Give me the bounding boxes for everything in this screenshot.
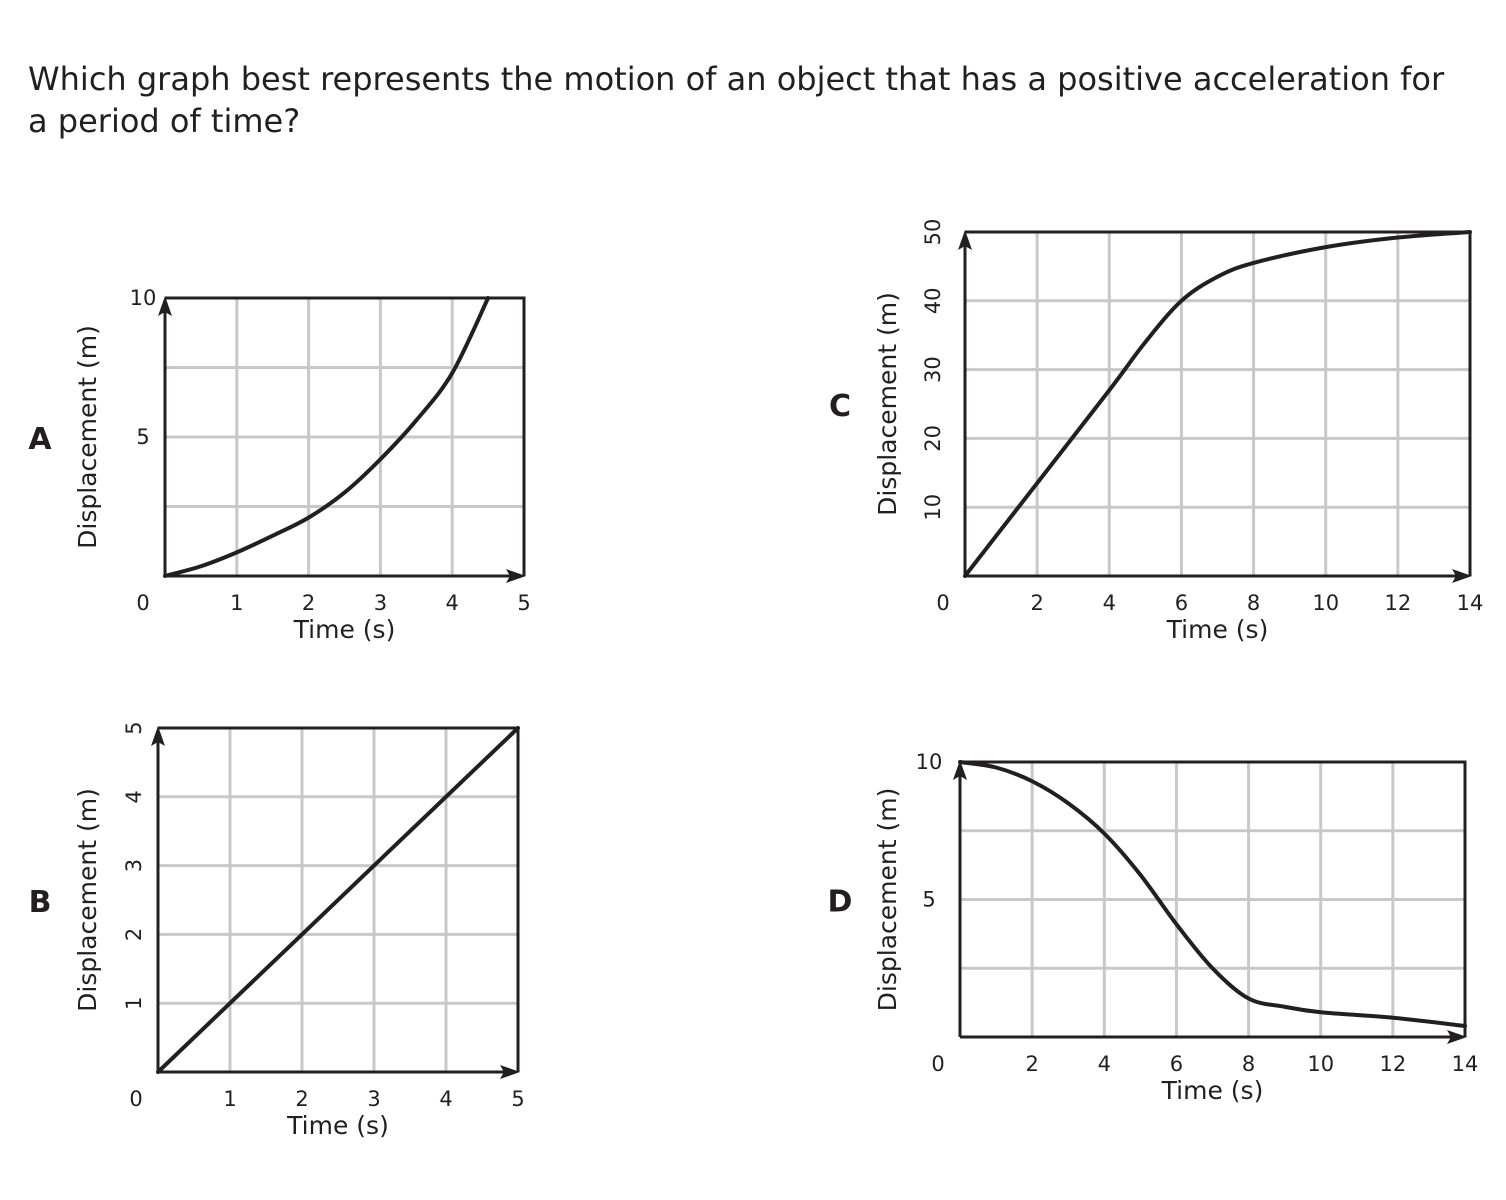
option-letter-d: D [828,885,853,920]
plot-frame [965,230,1472,576]
x-tick-label: 0 [136,591,149,615]
y-tick-label: 10 [921,494,945,521]
graph-c: 0 2 4 6 8 10 12 14 50 40 30 20 10 Time (s) Displacemen… [829,219,1483,644]
x-axis-arrow-icon [506,569,526,583]
y-tick-label: 2 [122,928,146,941]
y-axis-arrow-icon [151,726,165,746]
x-tick-label: 8 [1242,1052,1255,1076]
x-tick-label: 12 [1379,1052,1406,1076]
x-axis-label: Time (s) [1166,615,1269,644]
x-tick-label: 4 [1098,1052,1111,1076]
graph-a: 0 1 2 3 4 5 10 5 Time (s) Displacement (m) A [28,286,530,644]
x-tick-label: 2 [295,1087,308,1111]
y-tick-label: 40 [921,287,945,314]
x-tick-label: 10 [1307,1052,1334,1076]
x-tick-label: 8 [1247,591,1260,615]
plot-frame [165,296,526,576]
x-tick-label: 1 [223,1087,236,1111]
x-tick-label: 4 [439,1087,452,1111]
graph-b: 0 1 2 3 4 5 5 4 3 2 1 Time (s) Displacement (m) B [29,721,525,1140]
option-letter-b: B [29,885,52,920]
x-tick-label: 6 [1170,1052,1183,1076]
x-axis-label: Time (s) [286,1111,389,1140]
graph-d: 0 2 4 6 8 10 12 14 10 5 Time (s) Displacement (m) D [828,750,1479,1105]
x-tick-label: 14 [1457,591,1484,615]
x-tick-label: 4 [446,591,459,615]
plot-frame [960,760,1467,1037]
x-tick-label: 0 [129,1087,142,1111]
x-tick-label: 6 [1175,591,1188,615]
y-axis-arrow-icon [158,296,172,316]
y-axis-label: Displacement (m) [73,325,102,549]
x-axis-arrow-icon [500,1065,520,1079]
y-axis-label: Displacement (m) [873,292,902,516]
x-tick-label: 14 [1452,1052,1479,1076]
y-axis-label: Displacement (m) [73,788,102,1012]
y-tick-label: 10 [916,750,943,774]
x-tick-label: 1 [230,591,243,615]
y-tick-label: 5 [922,888,935,912]
x-tick-label: 5 [517,591,530,615]
y-tick-label: 10 [130,286,157,310]
question-text: Which graph best represents the motion o… [28,60,1445,140]
x-tick-label: 0 [936,591,949,615]
x-axis-label: Time (s) [293,615,396,644]
series-line-d [958,760,1467,1028]
option-letter-a: A [28,422,52,457]
x-tick-label: 12 [1384,591,1411,615]
y-tick-label: 1 [122,997,146,1010]
x-tick-label: 2 [302,591,315,615]
y-tick-label: 5 [136,425,149,449]
y-axis-arrow-icon [953,760,967,780]
y-tick-label: 3 [122,859,146,872]
y-tick-label: 50 [921,219,945,246]
x-tick-label: 2 [1025,1052,1038,1076]
x-tick-label: 5 [511,1087,524,1111]
y-axis-label: Displacement (m) [873,788,902,1012]
x-tick-label: 0 [931,1052,944,1076]
y-tick-label: 4 [122,790,146,803]
option-letter-c: C [829,389,851,424]
x-axis-arrow-icon [1452,569,1472,583]
y-tick-label: 5 [122,721,146,734]
x-axis-label: Time (s) [1161,1076,1264,1105]
y-axis-arrow-icon [958,230,972,250]
x-tick-label: 10 [1312,591,1339,615]
series-line-c [963,230,1472,578]
x-axis-arrow-icon [1447,1030,1467,1044]
series-line-b [156,726,520,1074]
x-tick-label: 4 [1103,591,1116,615]
series-line-a [163,296,491,578]
x-tick-label: 3 [374,591,387,615]
x-tick-label: 3 [367,1087,380,1111]
y-tick-label: 20 [921,425,945,452]
y-tick-label: 30 [921,356,945,383]
x-tick-label: 2 [1030,591,1043,615]
